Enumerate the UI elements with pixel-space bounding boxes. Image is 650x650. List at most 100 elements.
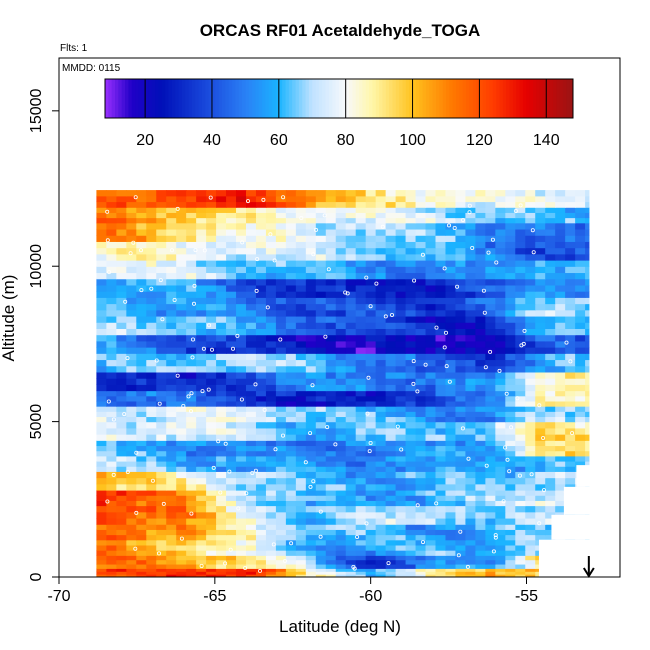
heatmap-cell: [166, 217, 177, 224]
heatmap-cell: [425, 353, 437, 361]
heatmap-cell: [565, 260, 576, 267]
colorbar-segment: [262, 79, 266, 118]
heatmap-cell: [455, 455, 467, 462]
colorbar-segment: [161, 79, 166, 118]
heatmap-cell: [425, 471, 437, 479]
heatmap-cell: [545, 359, 556, 367]
heatmap-cell: [485, 550, 496, 556]
heatmap-cell: [176, 544, 187, 551]
heatmap-cell: [335, 400, 347, 407]
heatmap-cell: [425, 222, 437, 230]
heatmap-cell: [395, 297, 407, 305]
heatmap-cell: [405, 222, 417, 230]
heatmap-cell: [246, 217, 257, 224]
heatmap-cell: [545, 291, 556, 298]
sample-point: [235, 333, 240, 338]
heatmap-cell: [455, 228, 467, 236]
sample-point: [223, 561, 228, 566]
heatmap-cell: [365, 455, 377, 462]
heatmap-cell: [435, 529, 447, 536]
sample-point: [467, 210, 472, 215]
heatmap-cell: [515, 334, 526, 342]
heatmap-cell: [435, 445, 447, 452]
sample-point: [202, 248, 207, 253]
heatmap-cell: [445, 534, 457, 541]
heatmap-cell: [545, 190, 556, 197]
heatmap-cell: [355, 241, 367, 249]
heatmap-cell: [425, 483, 437, 491]
heatmap-cell: [246, 505, 257, 513]
heatmap-cell: [216, 505, 227, 513]
heatmap-cell: [505, 495, 516, 501]
heatmap-cell: [355, 559, 367, 565]
sample-point: [318, 534, 323, 539]
heatmap-cell: [265, 241, 277, 249]
heatmap-cell: [485, 195, 496, 203]
heatmap-cell: [106, 190, 117, 197]
heatmap-cell: [176, 241, 187, 249]
heatmap-cell: [325, 489, 337, 496]
heatmap-cell: [335, 212, 347, 219]
heatmap-cell: [515, 212, 526, 219]
heatmap-cell: [435, 328, 447, 336]
heatmap-cell: [355, 434, 367, 441]
heatmap-cell: [156, 266, 167, 274]
heatmap-cell: [236, 400, 247, 407]
heatmap-cell: [146, 291, 157, 298]
heatmap-cell: [505, 539, 516, 546]
heatmap-cell: [425, 228, 437, 236]
heatmap-cell: [305, 334, 317, 342]
heatmap-cell: [186, 201, 197, 208]
heatmap-cell: [405, 517, 417, 525]
heatmap-cell: [305, 347, 317, 354]
heatmap-cell: [495, 534, 506, 541]
heatmap-cell: [445, 421, 457, 429]
heatmap-cell: [236, 445, 247, 452]
heatmap-cell: [166, 505, 177, 513]
heatmap-cell: [146, 390, 157, 397]
heatmap-cell: [385, 201, 397, 208]
heatmap-cell: [405, 550, 417, 556]
heatmap-cell: [495, 195, 506, 203]
heatmap-cell: [535, 421, 546, 429]
heatmap-cell: [425, 253, 437, 261]
heatmap-cell: [275, 365, 287, 373]
heatmap-cell: [265, 260, 277, 267]
heatmap-cell: [305, 477, 317, 485]
heatmap-cell: [585, 272, 590, 280]
heatmap-cell: [196, 395, 207, 402]
heatmap-cell: [375, 406, 387, 412]
heatmap-cell: [216, 315, 227, 323]
heatmap-cell: [525, 328, 536, 336]
heatmap-cell: [305, 534, 317, 541]
heatmap-cell: [246, 322, 257, 329]
heatmap-cell: [505, 247, 516, 255]
heatmap-cell: [495, 434, 506, 441]
heatmap-cell: [435, 440, 447, 447]
heatmap-cell: [166, 416, 177, 423]
heatmap-cell: [176, 434, 187, 441]
heatmap-cell: [206, 559, 217, 565]
heatmap-cell: [515, 347, 526, 354]
sample-point: [460, 426, 465, 431]
heatmap-cell: [375, 489, 387, 496]
heatmap-cell: [545, 241, 556, 249]
heatmap-cell: [405, 471, 417, 479]
heatmap-cell: [116, 489, 127, 496]
heatmap-cell: [116, 201, 127, 208]
heatmap-cell: [285, 411, 297, 418]
heatmap-cell: [435, 278, 447, 286]
heatmap-cell: [275, 455, 287, 462]
heatmap-cell: [246, 260, 257, 267]
heatmap-cell: [255, 524, 267, 530]
sample-point: [272, 258, 277, 263]
sample-point: [193, 248, 198, 253]
heatmap-cell: [395, 291, 407, 298]
heatmap-cell: [126, 427, 137, 435]
heatmap-cell: [255, 340, 267, 348]
heatmap-cell: [136, 217, 147, 224]
no-data-block: [551, 514, 596, 540]
heatmap-cell: [475, 477, 486, 485]
heatmap-cell: [405, 460, 417, 467]
heatmap-cell: [206, 284, 217, 292]
